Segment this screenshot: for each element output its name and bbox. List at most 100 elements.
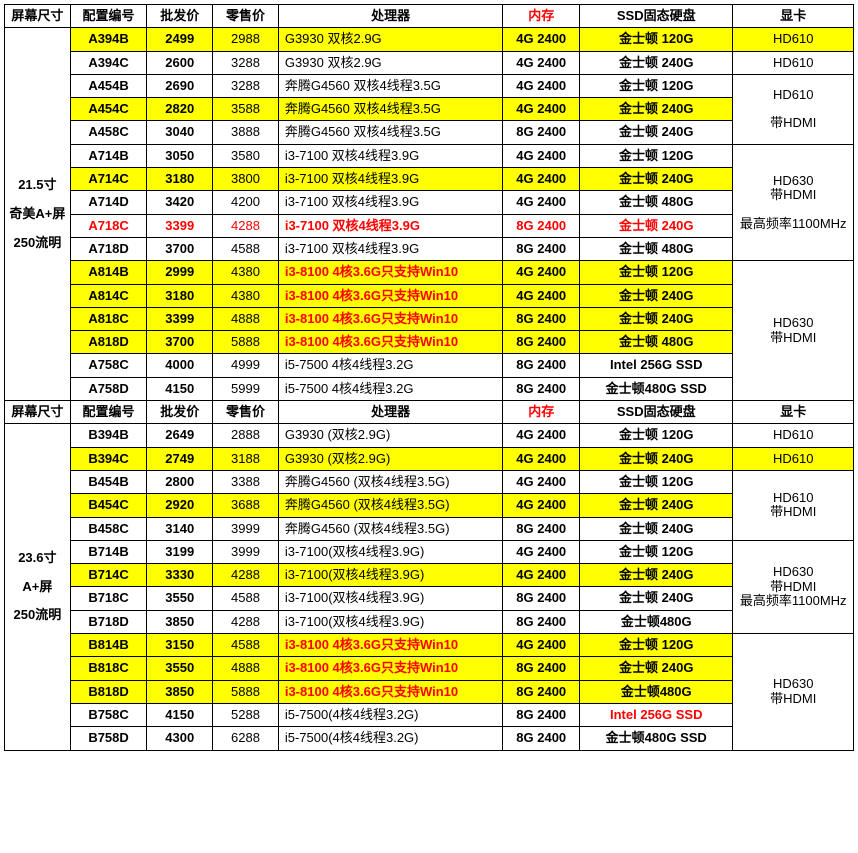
cell-retail: 4588 [213,587,279,610]
cell-retail: 4588 [213,237,279,260]
cell-code: A394B [70,28,147,51]
cell-retail: 4288 [213,564,279,587]
cell-ssd: 金士顿 120G [580,470,733,493]
cell-wholesale: 2690 [147,74,213,97]
table-row: B818D38505888i3-8100 4核3.6G只支持Win108G 24… [5,680,854,703]
cell-code: B758D [70,727,147,750]
cell-code: A718C [70,214,147,237]
table-row: B758C41505288i5-7500(4核4线程3.2G)8G 2400In… [5,703,854,726]
cell-code: B814B [70,634,147,657]
cell-wholesale: 3150 [147,634,213,657]
cell-retail: 3388 [213,470,279,493]
cell-cpu: i5-7500(4核4线程3.2G) [278,703,503,726]
cell-cpu: i3-7100 双核4线程3.9G [278,191,503,214]
cell-cpu: i3-8100 4核3.6G只支持Win10 [278,657,503,680]
hdr-wholesale: 批发价 [147,5,213,28]
cell-mem: 4G 2400 [503,51,580,74]
hdr-screen: 屏幕尺寸 [5,5,71,28]
cell-cpu: G3930 双核2.9G [278,28,503,51]
table-row: A718C33994288i3-7100 双核4线程3.9G8G 2400金士顿… [5,214,854,237]
cell-cpu: i3-8100 4核3.6G只支持Win10 [278,331,503,354]
cell-ssd: 金士顿 240G [580,564,733,587]
table-row: A814C31804380i3-8100 4核3.6G只支持Win104G 24… [5,284,854,307]
cell-wholesale: 4300 [147,727,213,750]
cell-mem: 8G 2400 [503,214,580,237]
cell-wholesale: 3330 [147,564,213,587]
cell-mem: 8G 2400 [503,680,580,703]
table-row: B814B31504588i3-8100 4核3.6G只支持Win104G 24… [5,634,854,657]
cell-cpu: 奔腾G4560 (双核4线程3.5G) [278,470,503,493]
cell-ssd: 金士顿 120G [580,144,733,167]
cell-retail: 3580 [213,144,279,167]
cell-ssd: 金士顿 240G [580,517,733,540]
cell-mem: 4G 2400 [503,424,580,447]
cell-cpu: i3-8100 4核3.6G只支持Win10 [278,680,503,703]
cell-mem: 4G 2400 [503,191,580,214]
cell-mem: 4G 2400 [503,74,580,97]
cell-ssd: 金士顿480G SSD [580,377,733,400]
cell-code: A818C [70,307,147,330]
cell-cpu: i3-8100 4核3.6G只支持Win10 [278,284,503,307]
cell-code: A758C [70,354,147,377]
cell-code: B714B [70,540,147,563]
table-row: A818C33994888i3-8100 4核3.6G只支持Win108G 24… [5,307,854,330]
cell-mem: 4G 2400 [503,634,580,657]
cell-retail: 4288 [213,214,279,237]
cell-code: B394B [70,424,147,447]
cell-cpu: i3-7100(双核4线程3.9G) [278,610,503,633]
cell-ssd: 金士顿 120G [580,540,733,563]
cell-cpu: 奔腾G4560 (双核4线程3.5G) [278,517,503,540]
cell-retail: 4999 [213,354,279,377]
cell-gpu: HD610带HDMI [733,74,854,144]
cell-ssd: 金士顿 240G [580,447,733,470]
hdr-mem: 内存 [503,5,580,28]
cell-ssd: 金士顿480G SSD [580,727,733,750]
cell-code: A454B [70,74,147,97]
table-row: B454C29203688奔腾G4560 (双核4线程3.5G)4G 2400金… [5,494,854,517]
screen-size: 21.5寸奇美A+屏250流明 [5,28,71,401]
cell-retail: 5888 [213,680,279,703]
cell-retail: 6288 [213,727,279,750]
cell-wholesale: 3700 [147,331,213,354]
table-row: A714C31803800i3-7100 双核4线程3.9G4G 2400金士顿… [5,168,854,191]
cell-code: A814B [70,261,147,284]
cell-code: A394C [70,51,147,74]
cell-retail: 3888 [213,121,279,144]
cell-code: A714C [70,168,147,191]
table-row: B394C27493188G3930 (双核2.9G)4G 2400金士顿 24… [5,447,854,470]
cell-retail: 5999 [213,377,279,400]
cell-cpu: 奔腾G4560 双核4线程3.5G [278,98,503,121]
cell-wholesale: 3700 [147,237,213,260]
cell-ssd: 金士顿 480G [580,191,733,214]
cell-mem: 8G 2400 [503,657,580,680]
cell-code: B714C [70,564,147,587]
cell-wholesale: 3850 [147,610,213,633]
cell-wholesale: 3850 [147,680,213,703]
cell-cpu: G3930 双核2.9G [278,51,503,74]
hdr-wholesale: 批发价 [147,401,213,424]
cell-ssd: 金士顿480G [580,610,733,633]
table-row: A714D34204200i3-7100 双核4线程3.9G4G 2400金士顿… [5,191,854,214]
cell-retail: 3288 [213,51,279,74]
cell-retail: 3999 [213,517,279,540]
cell-code: B818D [70,680,147,703]
cell-code: A458C [70,121,147,144]
cell-mem: 8G 2400 [503,377,580,400]
cell-cpu: i3-7100(双核4线程3.9G) [278,564,503,587]
table-row: B714C33304288i3-7100(双核4线程3.9G)4G 2400金士… [5,564,854,587]
cell-gpu: HD610 [733,51,854,74]
cell-retail: 3588 [213,98,279,121]
cell-mem: 8G 2400 [503,307,580,330]
cell-code: B758C [70,703,147,726]
cell-retail: 3800 [213,168,279,191]
cell-retail: 3188 [213,447,279,470]
hdr-cpu: 处理器 [278,5,503,28]
cell-wholesale: 3140 [147,517,213,540]
cell-cpu: G3930 (双核2.9G) [278,424,503,447]
cell-code: A814C [70,284,147,307]
cell-wholesale: 2820 [147,98,213,121]
cell-ssd: 金士顿 240G [580,657,733,680]
cell-cpu: 奔腾G4560 (双核4线程3.5G) [278,494,503,517]
cell-mem: 4G 2400 [503,284,580,307]
cell-gpu: HD610带HDMI [733,470,854,540]
